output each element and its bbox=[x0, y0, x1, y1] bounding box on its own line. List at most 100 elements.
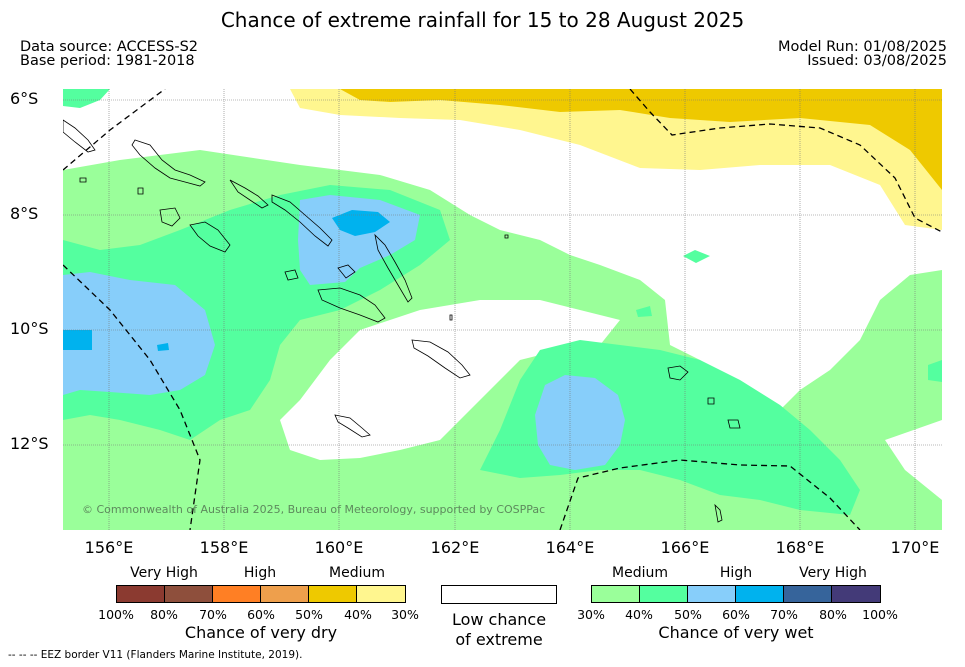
wet-header-medium: Medium bbox=[612, 565, 668, 581]
guadalcanal-coast bbox=[317, 287, 386, 323]
map-fields bbox=[63, 89, 942, 530]
wet-swatch-80-100 bbox=[832, 586, 880, 602]
small-island-4 bbox=[504, 234, 509, 239]
wet-tick-80: 80% bbox=[819, 607, 847, 622]
copyright-notice: © Commonwealth of Australia 2025, Bureau… bbox=[82, 503, 546, 516]
dry-medium-30-40-area bbox=[290, 89, 942, 230]
makira-coast bbox=[411, 339, 471, 379]
wet-tick-70: 70% bbox=[770, 607, 798, 622]
dry-tick-40: 40% bbox=[344, 607, 372, 622]
lon-label-170e: 170°E bbox=[890, 538, 940, 557]
wet-tick-100: 100% bbox=[862, 607, 898, 622]
base-period: Base period: 1981-2018 bbox=[20, 53, 195, 69]
wet-high-60-70-area-solomons bbox=[332, 210, 390, 236]
eez-footnote: -- -- -- EEZ border V11 (Flanders Marine… bbox=[8, 649, 303, 661]
dry-legend-title: Chance of very dry bbox=[184, 623, 338, 642]
wet-tick-30: 30% bbox=[577, 607, 605, 622]
lat-label-6s: 6°S bbox=[10, 89, 39, 108]
low-chance-area-southeast bbox=[885, 420, 942, 500]
source-info: Data source: ACCESS-S2 Base period: 1981… bbox=[20, 39, 199, 69]
low-chance-label: Low chance of extreme bbox=[452, 610, 546, 650]
wet-tick-40: 40% bbox=[625, 607, 653, 622]
dry-swatch-60-70 bbox=[213, 586, 261, 602]
lon-label-162e: 162°E bbox=[430, 538, 480, 557]
lon-label-156e: 156°E bbox=[84, 538, 134, 557]
wet-header-high: High bbox=[719, 565, 753, 581]
model-run: Model Run: 01/08/2025 bbox=[777, 39, 947, 55]
wet-high-50-60-area-south bbox=[535, 375, 625, 470]
dry-swatch-50-60 bbox=[261, 586, 309, 602]
wet-medium-40-50-spot-1 bbox=[683, 250, 710, 263]
small-island-3 bbox=[449, 314, 453, 321]
dry-swatch-40-50 bbox=[309, 586, 357, 602]
small-island-2 bbox=[79, 177, 87, 183]
low-chance-swatch bbox=[441, 585, 557, 604]
dry-swatch-70-80 bbox=[165, 586, 213, 602]
dry-tick-30: 30% bbox=[391, 607, 419, 622]
issued-date: Issued: 03/08/2025 bbox=[807, 53, 947, 69]
wet-swatch-40-50 bbox=[640, 586, 688, 602]
wet-swatch-60-70 bbox=[736, 586, 784, 602]
low-chance-line-1: Low chance bbox=[451, 610, 547, 629]
wet-tick-50: 50% bbox=[674, 607, 702, 622]
data-source: Data source: ACCESS-S2 bbox=[20, 39, 199, 55]
eez-borders bbox=[63, 89, 942, 530]
wet-high-60-70-spot bbox=[157, 343, 169, 351]
lon-label-160e: 160°E bbox=[314, 538, 364, 557]
wet-tick-60: 60% bbox=[722, 607, 750, 622]
new-georgia-coast bbox=[159, 207, 181, 227]
low-chance-area-north bbox=[63, 89, 942, 420]
dry-tick-100: 100% bbox=[98, 607, 134, 622]
eez-border-northeast bbox=[629, 89, 942, 233]
wet-swatch-70-80 bbox=[784, 586, 832, 602]
russell-islands-coast bbox=[284, 269, 299, 281]
dry-medium-40-50-area bbox=[340, 89, 942, 190]
dry-tick-60: 60% bbox=[247, 607, 275, 622]
eez-border-southeast bbox=[559, 459, 861, 530]
florida-islands-coast bbox=[337, 264, 356, 279]
wet-swatch-30-40 bbox=[592, 586, 640, 602]
dry-swatch-80-100 bbox=[117, 586, 165, 602]
lat-label-12s: 12°S bbox=[10, 434, 49, 453]
dry-colorbar bbox=[116, 585, 406, 603]
wet-legend-title: Chance of very wet bbox=[658, 623, 814, 642]
wet-header-very-high: Very High bbox=[799, 565, 867, 581]
low-chance-line-2: of extreme bbox=[455, 630, 543, 649]
wet-high-50-60-area-solomons bbox=[298, 195, 420, 285]
lat-label-10s: 10°S bbox=[10, 319, 49, 338]
vanuatu-coast-4 bbox=[714, 503, 723, 523]
dry-tick-70: 70% bbox=[199, 607, 227, 622]
page-title: Chance of extreme rainfall for 15 to 28 … bbox=[220, 8, 745, 32]
wet-high-60-70-area-west bbox=[63, 330, 92, 350]
wet-high-50-60-area-west bbox=[63, 272, 215, 395]
lat-label-8s: 8°S bbox=[10, 204, 39, 223]
eez-border-png-north bbox=[63, 89, 166, 171]
low-chance-area-central bbox=[280, 300, 620, 460]
small-island-1 bbox=[137, 187, 144, 195]
wet-colorbar bbox=[591, 585, 881, 603]
wet-medium-40-50-spot-2 bbox=[636, 306, 652, 317]
wet-swatch-50-60 bbox=[688, 586, 736, 602]
bougainville-coast bbox=[131, 139, 206, 187]
lon-label-168e: 168°E bbox=[775, 538, 825, 557]
new-ireland-coast bbox=[63, 119, 96, 153]
map-gridlines bbox=[63, 89, 942, 530]
coastlines bbox=[63, 119, 741, 523]
santa-isabel-coast bbox=[271, 194, 333, 247]
vanuatu-coast-3 bbox=[707, 397, 715, 405]
wet-medium-40-50-area-east bbox=[928, 360, 942, 382]
run-info: Model Run: 01/08/2025 Issued: 03/08/2025 bbox=[777, 39, 947, 69]
vanuatu-coast-1 bbox=[667, 365, 689, 381]
new-georgia-coast-2 bbox=[189, 221, 231, 253]
malaita-coast bbox=[374, 233, 413, 303]
dry-header-high: High bbox=[243, 565, 277, 581]
dry-header-very-high: Very High bbox=[130, 565, 198, 581]
dry-header-medium: Medium bbox=[329, 565, 385, 581]
dry-tick-50: 50% bbox=[295, 607, 323, 622]
dry-swatch-30-40 bbox=[357, 586, 405, 602]
lon-label-158e: 158°E bbox=[199, 538, 249, 557]
eez-border-west bbox=[63, 264, 201, 530]
lon-label-166e: 166°E bbox=[660, 538, 710, 557]
lon-label-164e: 164°E bbox=[545, 538, 595, 557]
dry-tick-80: 80% bbox=[150, 607, 178, 622]
